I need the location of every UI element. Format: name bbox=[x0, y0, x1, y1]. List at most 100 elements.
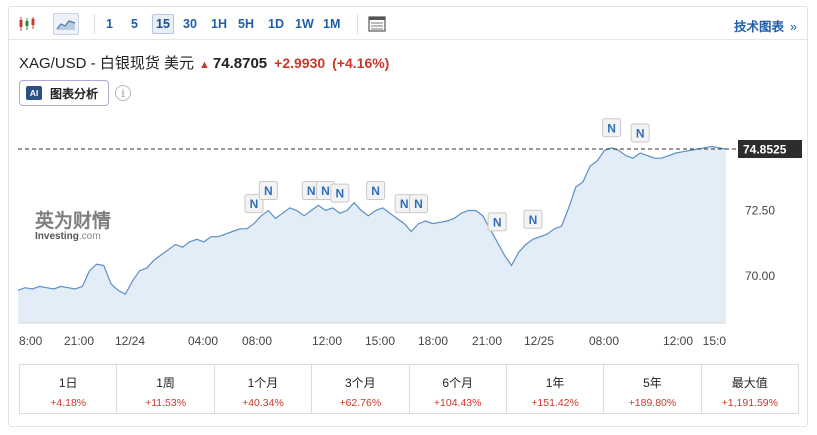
timeframe-1h[interactable]: 1H bbox=[211, 17, 227, 31]
technical-chart-label: 技术图表 bbox=[734, 20, 785, 34]
news-marker-label[interactable]: N bbox=[607, 121, 616, 135]
price-area bbox=[18, 146, 726, 323]
last-price: 74.8705 bbox=[212, 55, 268, 72]
watermark-en-suffix: .com bbox=[78, 231, 101, 242]
news-marker[interactable] bbox=[408, 194, 428, 214]
timeframe-1d[interactable]: 1D bbox=[268, 17, 284, 31]
x-tick-label: 8:00 bbox=[19, 334, 43, 348]
price-chart[interactable]: 70.00 72.50 74.8525 8:00 21:00 12/24 04:00 08:0… bbox=[9, 7, 807, 352]
x-tick-label: 08:00 bbox=[589, 334, 619, 348]
table-view-icon[interactable] bbox=[365, 13, 389, 35]
period-1mo[interactable]: 1个月 +40.34% bbox=[215, 365, 313, 413]
timeframe-1m[interactable]: 1M bbox=[323, 17, 341, 31]
y-tick-label: 72.50 bbox=[745, 204, 775, 218]
period-value: +104.43% bbox=[433, 397, 482, 409]
period-label: 1日 bbox=[58, 376, 78, 390]
plot-area: 70.00 72.50 74.8525 8:00 21:00 12/24 04:00 08:0… bbox=[17, 118, 802, 348]
news-marker[interactable] bbox=[258, 181, 278, 201]
news-marker-label[interactable]: N bbox=[321, 184, 330, 198]
news-marker[interactable] bbox=[602, 118, 622, 138]
period-label: 3个月 bbox=[344, 376, 376, 390]
news-marker-label[interactable]: N bbox=[400, 197, 409, 211]
toolbar-divider bbox=[357, 14, 358, 34]
candlestick-chart-icon[interactable] bbox=[15, 13, 39, 35]
x-tick-label: 15:00 bbox=[365, 334, 395, 348]
timeframe-30[interactable]: 30 bbox=[183, 17, 197, 31]
chart-widget: 1 5 15 30 1H 5H 1D 1W 1M 技术图表 » XAG/USD -… bbox=[8, 6, 808, 427]
x-tick-label: 21:00 bbox=[64, 334, 94, 348]
ai-button-label: 图表分析 bbox=[50, 86, 99, 101]
news-marker-label[interactable]: N bbox=[636, 127, 645, 141]
news-marker[interactable] bbox=[523, 209, 543, 229]
timeframe-15[interactable]: 15 bbox=[152, 14, 174, 34]
period-value: +189.80% bbox=[628, 397, 677, 409]
y-tick-label: 70.00 bbox=[745, 269, 775, 283]
double-chevron-right-icon: » bbox=[790, 20, 797, 34]
timeframe-5h[interactable]: 5H bbox=[238, 17, 254, 31]
news-marker-label[interactable]: N bbox=[529, 213, 538, 227]
instrument-name: XAG/USD - 白银现货 美元 bbox=[19, 55, 195, 72]
x-tick-label: 12/25 bbox=[524, 334, 554, 348]
period-value: +151.42% bbox=[531, 397, 579, 409]
period-6mo[interactable]: 6个月 +104.43% bbox=[410, 365, 507, 413]
period-label: 1年 bbox=[545, 376, 565, 390]
timeframe-5[interactable]: 5 bbox=[131, 17, 138, 31]
area-chart-icon[interactable] bbox=[53, 13, 79, 35]
news-marker[interactable] bbox=[366, 181, 386, 201]
x-tick-label: 08:00 bbox=[242, 334, 272, 348]
period-value: +1,191.59% bbox=[721, 397, 778, 409]
period-3mo[interactable]: 3个月 +62.76% bbox=[312, 365, 410, 413]
ai-icon: AI bbox=[26, 86, 42, 100]
period-label: 6个月 bbox=[442, 376, 474, 390]
technical-chart-link[interactable]: 技术图表 » bbox=[734, 16, 797, 35]
period-value: +4.18% bbox=[50, 397, 87, 409]
x-tick-label: 12:00 bbox=[663, 334, 693, 348]
news-marker-label[interactable]: N bbox=[493, 215, 502, 229]
news-marker-label[interactable]: N bbox=[307, 184, 316, 198]
period-1d[interactable]: 1日 +4.18% bbox=[20, 365, 118, 413]
period-1w[interactable]: 1周 +11.53% bbox=[117, 365, 215, 413]
chart-toolbar: 1 5 15 30 1H 5H 1D 1W 1M 技术图表 » bbox=[9, 7, 807, 40]
investing-watermark-logo: 英为财情 Investing.com bbox=[35, 206, 111, 242]
period-max[interactable]: 最大值 +1,191.59% bbox=[702, 365, 798, 413]
period-5y[interactable]: 5年 +189.80% bbox=[604, 365, 702, 413]
price-change: +2.9930 bbox=[274, 55, 326, 71]
news-marker-label[interactable]: N bbox=[414, 197, 423, 211]
info-icon[interactable]: i bbox=[115, 85, 131, 101]
watermark-cn: 英为财情 bbox=[35, 210, 112, 232]
period-label: 最大值 bbox=[731, 376, 768, 390]
up-arrow-icon: ▲ bbox=[199, 59, 210, 71]
current-price-tag bbox=[738, 140, 802, 159]
period-value: +11.53% bbox=[145, 397, 187, 409]
x-tick-label: 12/24 bbox=[115, 334, 145, 348]
news-marker[interactable] bbox=[244, 194, 264, 214]
period-value: +62.76% bbox=[339, 397, 382, 409]
current-price-label: 74.8525 bbox=[743, 143, 787, 157]
timeframe-1w[interactable]: 1W bbox=[295, 17, 314, 31]
news-marker[interactable] bbox=[630, 123, 650, 143]
period-value: +40.34% bbox=[242, 397, 284, 409]
x-tick-label: 15:0 bbox=[703, 334, 727, 348]
watermark-en: Investing.com bbox=[35, 231, 111, 242]
toolbar-divider bbox=[94, 14, 95, 34]
ai-chart-analysis-button[interactable]: AI 图表分析 bbox=[19, 80, 109, 106]
x-tick-label: 12:00 bbox=[312, 334, 342, 348]
x-tick-label: 04:00 bbox=[188, 334, 218, 348]
price-change-percent: (+4.16%) bbox=[332, 55, 390, 71]
news-marker-label[interactable]: N bbox=[264, 184, 273, 198]
period-label: 1周 bbox=[156, 376, 175, 390]
watermark-en-main: Investing bbox=[35, 231, 79, 242]
timeframe-1[interactable]: 1 bbox=[106, 17, 113, 31]
news-marker[interactable] bbox=[487, 212, 507, 232]
period-label: 1个月 bbox=[247, 376, 279, 390]
period-performance: 1日 +4.18% 1周 +11.53% 1个月 +40.34% 3个月 +62.76%… bbox=[19, 364, 799, 414]
x-tick-label: 21:00 bbox=[472, 334, 502, 348]
news-marker-label[interactable]: N bbox=[371, 184, 380, 198]
quote-header: XAG/USD - 白银现货 美元 ▲ 74.8705 +2.9930 (+4.… bbox=[19, 52, 389, 72]
news-marker-label[interactable]: N bbox=[335, 187, 344, 201]
period-label: 5年 bbox=[643, 376, 662, 390]
news-marker[interactable] bbox=[330, 183, 350, 203]
x-tick-label: 18:00 bbox=[418, 334, 448, 348]
period-1y[interactable]: 1年 +151.42% bbox=[507, 365, 605, 413]
news-marker-label[interactable]: N bbox=[250, 197, 259, 211]
